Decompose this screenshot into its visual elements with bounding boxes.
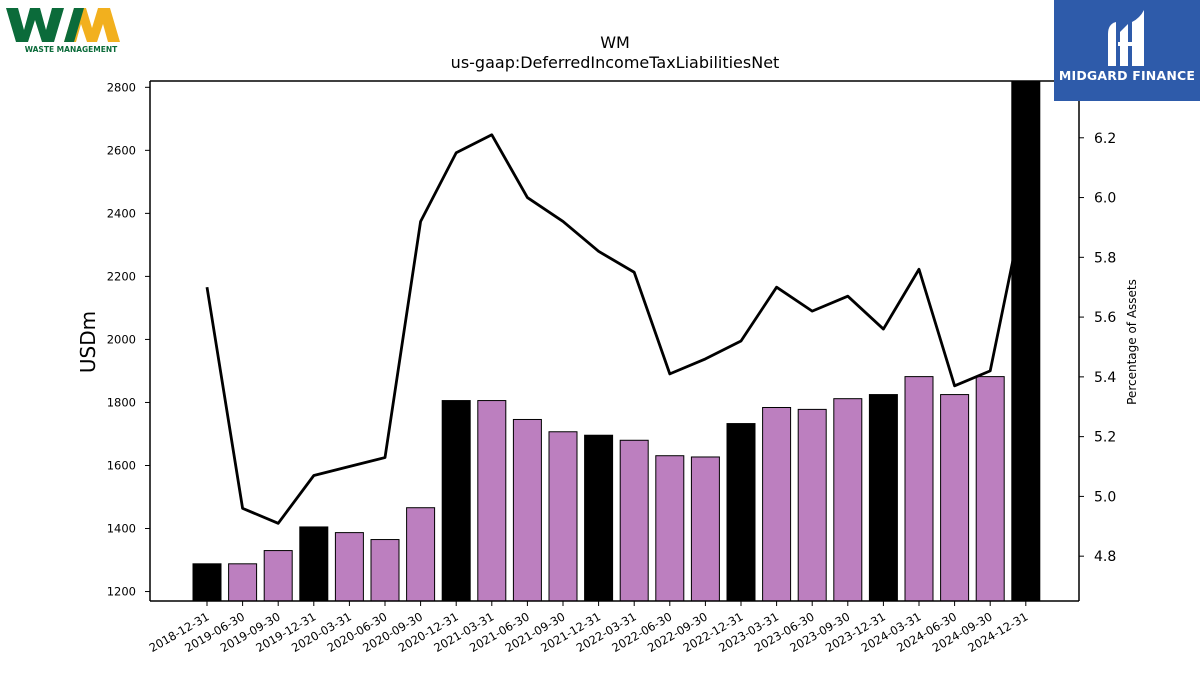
y-axis-label: USDm <box>76 311 100 373</box>
bar <box>512 418 542 601</box>
bar <box>334 532 364 601</box>
bar <box>299 526 329 601</box>
y2-axis-label: Percentage of Assets <box>1125 279 1139 405</box>
waste-management-logo: WASTE MANAGEMENT <box>6 8 120 54</box>
y-tick-label: 1600 <box>107 458 136 472</box>
y-tick-label: 2800 <box>107 80 136 94</box>
y-tick-label: 1200 <box>107 585 136 599</box>
bar <box>1011 81 1041 601</box>
bar <box>690 456 720 601</box>
y2-tick-label: 4.8 <box>1094 549 1116 565</box>
y2-tick-label: 5.2 <box>1094 430 1116 446</box>
y2-tick-label: 5.0 <box>1094 489 1116 505</box>
y2-tick-label: 5.8 <box>1094 250 1116 266</box>
y2-tick-label: 5.6 <box>1094 310 1116 326</box>
y2-tick-label: 5.4 <box>1094 370 1116 386</box>
logo-w-mark <box>6 8 64 42</box>
bar <box>940 394 970 601</box>
line-layer <box>205 133 1028 525</box>
bar <box>477 400 507 601</box>
bar <box>263 550 293 601</box>
midgard-finance-logo: MIDGARD FINANCE <box>1054 0 1200 101</box>
logo-m-green-part <box>64 8 84 42</box>
bar <box>192 563 222 601</box>
bar <box>904 376 934 601</box>
y2-tick-label: 6.0 <box>1094 191 1116 207</box>
y-tick-label: 2600 <box>107 143 136 157</box>
bar <box>370 539 400 601</box>
chart-title: WM <box>600 33 630 52</box>
y-tick-label: 1400 <box>107 522 136 536</box>
midgard-mark-icon <box>1108 10 1144 66</box>
bar <box>619 439 649 601</box>
bar <box>548 431 578 601</box>
y2-tick-label: 6.2 <box>1094 131 1116 147</box>
bar <box>762 406 792 601</box>
y-tick-label: 2400 <box>107 206 136 220</box>
bar <box>833 398 863 601</box>
logo-caption: MIDGARD FINANCE <box>1058 68 1196 83</box>
y-tick-label: 2000 <box>107 332 136 346</box>
y-tick-label: 2200 <box>107 269 136 283</box>
bar <box>655 455 685 601</box>
bar <box>584 434 614 601</box>
bar <box>868 394 898 601</box>
bar <box>441 400 471 601</box>
chart-subtitle: us-gaap:DeferredIncomeTaxLiabilitiesNet <box>451 53 780 72</box>
bar <box>975 376 1005 601</box>
bar <box>228 563 258 601</box>
bars-layer <box>192 81 1041 601</box>
y-tick-label: 1800 <box>107 395 136 409</box>
bar <box>406 507 436 601</box>
bar <box>797 408 827 601</box>
percentage-line <box>205 133 1028 525</box>
bar <box>726 423 756 601</box>
logo-caption: WASTE MANAGEMENT <box>25 45 118 54</box>
